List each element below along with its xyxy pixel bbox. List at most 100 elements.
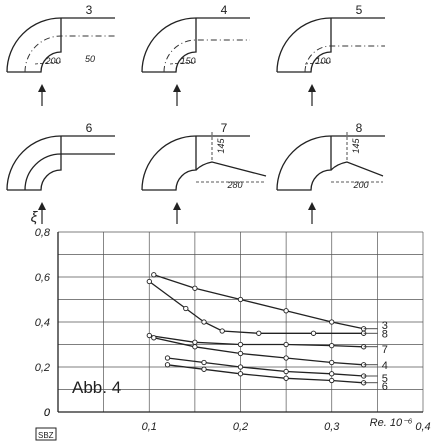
- y-tick-label: 0,2: [35, 362, 50, 374]
- figure-annotation: Abb. 4: [72, 378, 121, 397]
- panel-number: 3: [86, 3, 93, 17]
- bump-height-label: 145: [216, 138, 226, 154]
- x-tick-label: 0,4: [415, 421, 430, 433]
- series-line: [153, 274, 364, 330]
- x-axis-label: Re. 10⁻⁶: [370, 417, 413, 429]
- inner-radius-label: 50: [85, 54, 95, 64]
- series-6: 6: [164, 362, 388, 393]
- data-point: [164, 362, 171, 368]
- data-point: [151, 272, 157, 278]
- flow-arrow-head: [38, 202, 46, 210]
- guide-vane-line: [304, 45, 385, 73]
- series-label: 7: [382, 344, 388, 356]
- stamp-text: SBZ: [38, 431, 54, 440]
- inner-wall: [142, 18, 197, 73]
- outer-wall: [6, 17, 115, 73]
- radius-label: 150: [180, 56, 195, 66]
- radius-line: [34, 61, 62, 65]
- chart-axes: [57, 232, 423, 413]
- data-point: [237, 364, 244, 370]
- series-4: 4: [151, 335, 388, 372]
- outer-wall: [6, 135, 115, 191]
- series-3: 3: [151, 272, 388, 332]
- data-point: [329, 371, 335, 377]
- radius-label: 100: [315, 56, 330, 66]
- series-label: 5: [382, 373, 388, 385]
- radius-line: [304, 61, 332, 65]
- data-point: [283, 368, 289, 375]
- outer-wall: [141, 135, 250, 191]
- flow-arrow-head: [38, 84, 46, 92]
- data-point: [329, 319, 335, 325]
- guide-vane-line: [24, 35, 115, 73]
- chart-series: 38 7 456: [146, 272, 388, 393]
- bump-profile: [330, 161, 384, 177]
- series-label: 6: [382, 381, 388, 393]
- radius-line: [169, 61, 197, 65]
- flow-arrow-head: [173, 202, 181, 210]
- data-point: [237, 341, 244, 348]
- bump-profile: [195, 161, 267, 177]
- inner-wall: [7, 136, 62, 191]
- series-line: [153, 337, 364, 366]
- data-point: [283, 341, 289, 348]
- inner-wall: [142, 136, 197, 191]
- data-point: [329, 359, 335, 366]
- bump-length-label: 280: [226, 180, 242, 190]
- series-line: [167, 357, 364, 377]
- series-7: 7: [146, 332, 388, 356]
- outer-wall: [141, 17, 250, 73]
- radius-label: 200: [44, 56, 60, 66]
- y-tick-label: 0,8: [35, 227, 51, 239]
- data-point: [219, 328, 225, 334]
- elbow-panel-6: 6: [6, 121, 115, 224]
- elbow-panel-4: 4 150: [141, 3, 250, 106]
- guide-vane-line: [163, 39, 250, 73]
- panel-number: 4: [221, 3, 228, 17]
- data-point: [283, 308, 289, 314]
- x-tick-label: 0,3: [324, 421, 340, 433]
- x-tick-label: 0,2: [233, 421, 248, 433]
- data-point: [237, 296, 244, 303]
- flow-arrow-head: [308, 84, 316, 92]
- flow-arrow-head: [173, 84, 181, 92]
- series-line: [167, 364, 364, 384]
- y-tick-label: 0,4: [35, 317, 50, 329]
- x-tick-label: 0,1: [142, 421, 157, 433]
- data-point: [192, 285, 198, 291]
- y-tick-label: 0: [44, 407, 51, 419]
- elbow-diagrams: 3 200 50 4 150 5 100 6 7 145 280 8 145 200: [6, 3, 385, 224]
- data-point: [283, 375, 289, 381]
- y-axis-label: ξ: [31, 209, 39, 226]
- origin-label: 0: [44, 407, 51, 419]
- data-point: [201, 359, 207, 366]
- data-point: [256, 330, 262, 336]
- data-point: [146, 278, 152, 285]
- y-tick-label: 0,6: [35, 272, 51, 284]
- data-point: [283, 355, 289, 361]
- data-point: [201, 366, 207, 372]
- panel-number: 6: [86, 121, 93, 135]
- series-5: 5: [164, 355, 388, 385]
- panel-number: 8: [356, 121, 363, 135]
- series-label: 4: [382, 360, 388, 372]
- elbow-panel-7: 7 145 280: [141, 121, 267, 224]
- elbow-panel-3: 3 200 50: [6, 3, 115, 106]
- outer-wall: [276, 135, 385, 191]
- data-point: [183, 305, 189, 312]
- panel-number: 7: [221, 121, 228, 135]
- series-label: 8: [382, 328, 388, 340]
- data-point: [146, 332, 152, 339]
- data-point: [192, 339, 198, 345]
- data-point: [310, 330, 317, 336]
- series-line: [149, 334, 364, 348]
- sbz-stamp: SBZ: [35, 427, 57, 441]
- bump-height-label: 145: [351, 138, 361, 154]
- outer-wall: [276, 17, 385, 73]
- splitter-vane: [24, 153, 115, 191]
- flow-arrow-head: [308, 202, 316, 210]
- data-point: [329, 342, 335, 349]
- data-point: [237, 371, 244, 377]
- panel-number: 5: [356, 3, 363, 17]
